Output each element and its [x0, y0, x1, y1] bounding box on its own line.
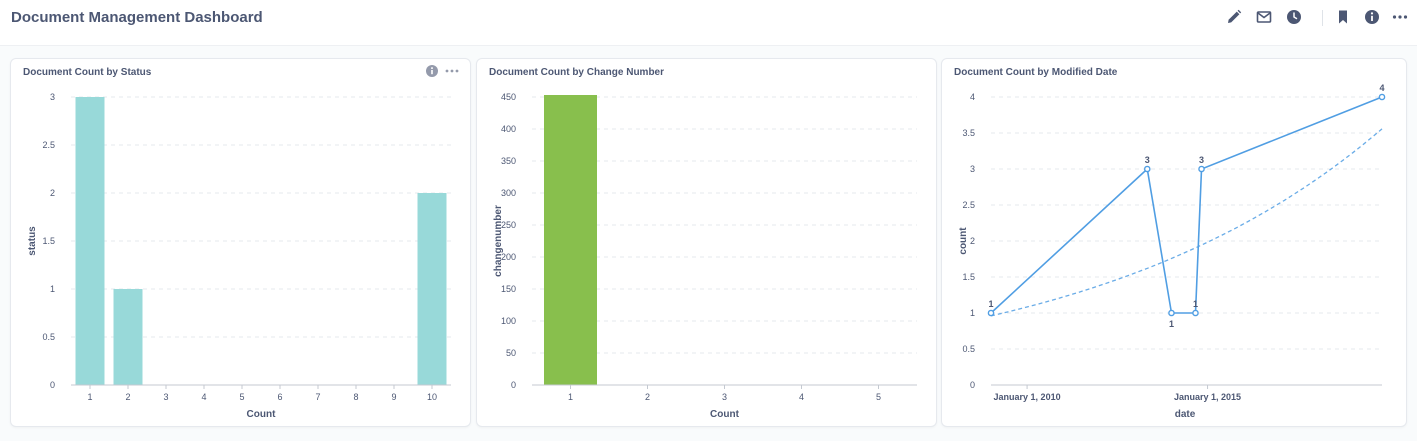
y-tick-label: 350 [501, 156, 516, 166]
data-point [1143, 165, 1151, 173]
bar [75, 97, 105, 385]
x-tick-label: 2 [125, 392, 130, 402]
x-axis-label: Count [710, 409, 740, 420]
bar [417, 193, 447, 385]
bookmark-icon[interactable] [1334, 8, 1352, 26]
y-tick-label: 1.5 [42, 236, 55, 246]
y-tick-label: 1 [50, 284, 55, 294]
more-icon[interactable] [1391, 8, 1409, 26]
x-tick-label: 2 [645, 392, 650, 402]
x-tick-label: 4 [799, 392, 804, 402]
y-tick-label: 150 [501, 284, 516, 294]
x-axis-label: Count [247, 409, 277, 420]
data-label: 3 [1145, 155, 1150, 165]
y-tick-label: 0.5 [42, 332, 55, 342]
data-point [1378, 93, 1386, 101]
more-icon[interactable] [444, 64, 460, 78]
pencil-icon[interactable] [1225, 8, 1243, 26]
modified-date-line-chart: 0 0.5 1 1.5 2 2.5 3 3.5 4 January 1, 2010 January … [958, 83, 1386, 420]
y-tick-label: 0.5 [962, 344, 975, 354]
y-tick-label: 3 [970, 164, 975, 174]
x-tick-label: 7 [315, 392, 320, 402]
series-line [990, 96, 1383, 314]
x-tick-label: 3 [722, 392, 727, 402]
x-tick-label: 10 [427, 392, 437, 402]
x-tick-label: 5 [239, 392, 244, 402]
modified-date-chart-card: 0 0.5 1 1.5 2 2.5 3 3.5 4 January 1, 2010 January … [941, 58, 1407, 427]
dashboard-header: Document Management Dashboard [0, 0, 1417, 46]
y-tick-label: 0 [511, 380, 516, 390]
x-tick-label: 4 [201, 392, 206, 402]
y-tick-label: 2 [970, 236, 975, 246]
y-tick-label: 250 [501, 220, 516, 230]
y-tick-label: 2 [50, 188, 55, 198]
page-title: Document Management Dashboard [11, 9, 263, 26]
bar [113, 289, 143, 385]
changenumber-chart-card: 0 50 100 150 200 250 300 350 400 450 1 2 3 4 5 Count cha… [476, 58, 937, 427]
data-point [1168, 309, 1175, 317]
y-tick-label: 50 [506, 348, 516, 358]
data-label: 3 [1199, 155, 1204, 165]
mail-subscribe-icon[interactable] [1255, 8, 1273, 26]
status-chart-card: 0 0.5 1 1.5 2 2.5 3 1 2 3 4 5 6 7 8 9 10 Count status Docu… [10, 58, 471, 427]
data-label: 1 [988, 299, 993, 309]
toolbar-divider [1322, 10, 1323, 26]
y-axis-label: changenumber [493, 205, 504, 277]
y-tick-label: 3.5 [962, 128, 975, 138]
x-tick-label: 1 [87, 392, 92, 402]
trend-line [990, 128, 1383, 317]
info-icon[interactable] [1363, 8, 1381, 26]
y-tick-label: 400 [501, 124, 516, 134]
y-axis-label: count [958, 227, 969, 255]
data-point [1192, 309, 1199, 317]
x-tick-label: January 1, 2010 [994, 392, 1061, 402]
y-tick-label: 2.5 [42, 140, 55, 150]
y-tick-label: 300 [501, 188, 516, 198]
x-tick-label: January 1, 2015 [1174, 392, 1241, 402]
y-tick-label: 3 [50, 92, 55, 102]
card-title: Document Count by Change Number [489, 67, 665, 78]
y-tick-label: 100 [501, 316, 516, 326]
card-title: Document Count by Modified Date [954, 67, 1118, 78]
x-tick-label: 8 [353, 392, 358, 402]
data-label: 4 [1379, 83, 1384, 93]
status-bar-chart: 0 0.5 1 1.5 2 2.5 3 1 2 3 4 5 6 7 8 9 10 Count status [27, 92, 451, 420]
bar [544, 95, 597, 385]
card-title: Document Count by Status [23, 67, 152, 78]
x-tick-label: 6 [277, 392, 282, 402]
x-tick-label: 3 [163, 392, 168, 402]
y-axis-label: status [27, 226, 38, 256]
info-icon[interactable] [424, 64, 440, 78]
x-tick-label: 5 [876, 392, 881, 402]
data-point [987, 309, 995, 317]
y-tick-label: 0 [970, 380, 975, 390]
data-point [1198, 165, 1205, 173]
y-tick-label: 4 [970, 92, 975, 102]
y-tick-label: 200 [501, 252, 516, 262]
changenumber-bar-chart: 0 50 100 150 200 250 300 350 400 450 1 2 3 4 5 Count cha… [493, 92, 917, 420]
y-tick-label: 450 [501, 92, 516, 102]
data-label: 1 [1169, 319, 1174, 329]
x-axis-label: date [1175, 409, 1196, 420]
y-tick-label: 2.5 [962, 200, 975, 210]
clock-icon[interactable] [1285, 8, 1303, 26]
x-tick-label: 1 [568, 392, 573, 402]
data-label: 1 [1193, 299, 1198, 309]
x-tick-label: 9 [391, 392, 396, 402]
y-tick-label: 1 [970, 308, 975, 318]
y-tick-label: 0 [50, 380, 55, 390]
y-tick-label: 1.5 [962, 272, 975, 282]
